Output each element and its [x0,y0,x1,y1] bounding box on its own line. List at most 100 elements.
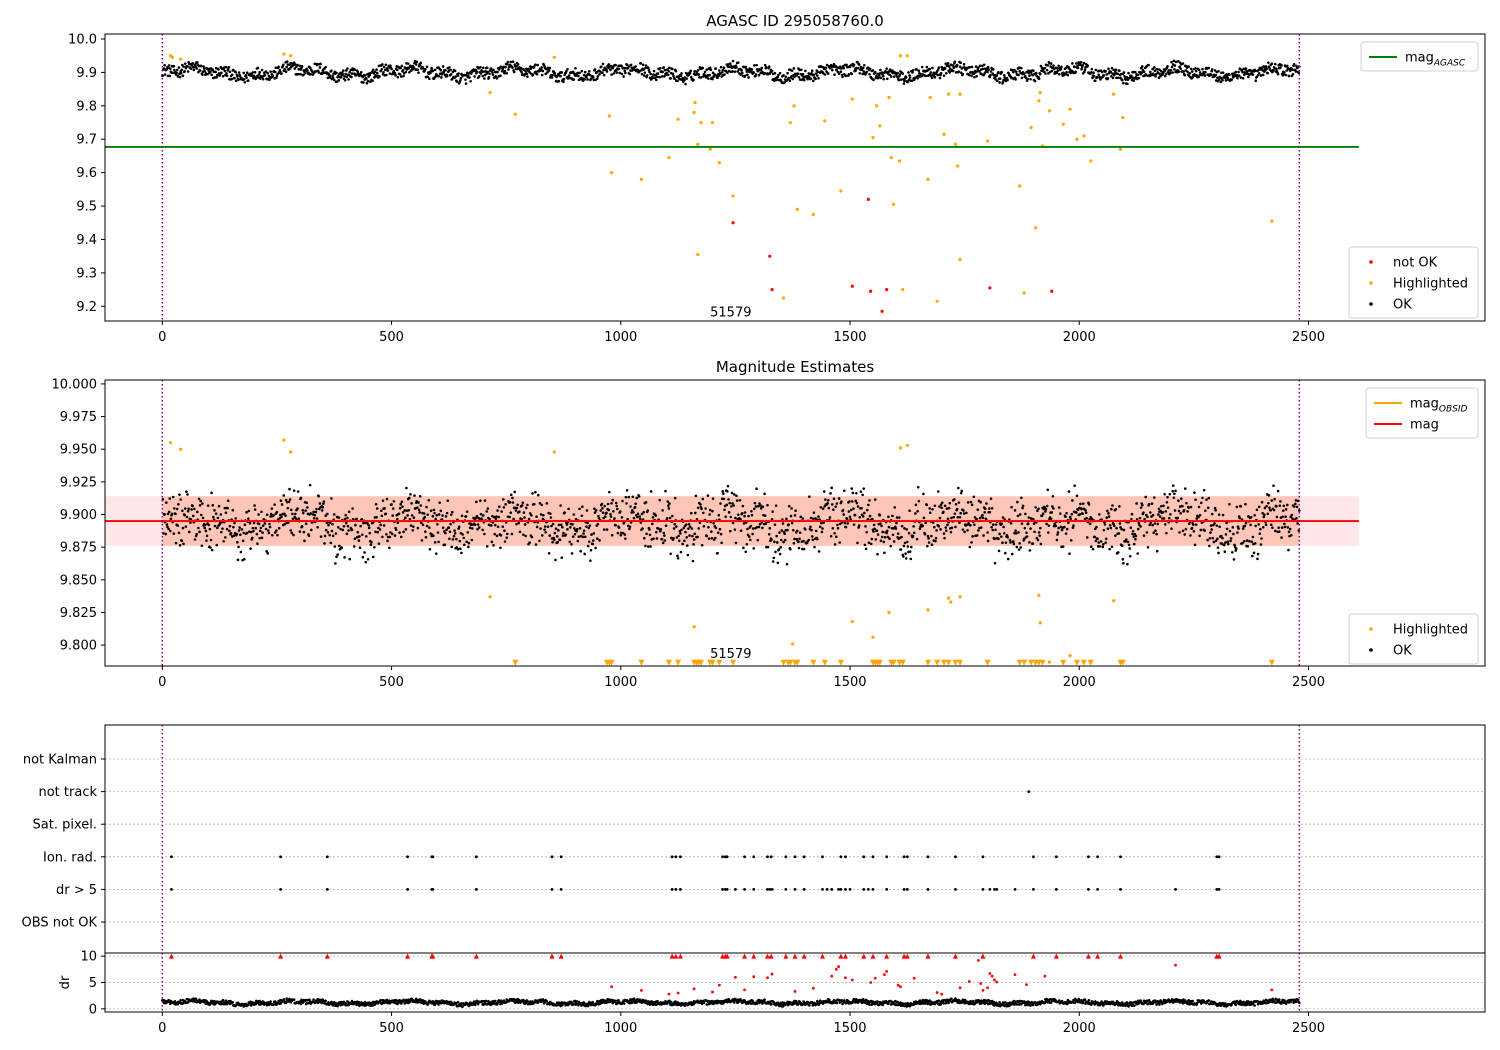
ok-point [169,517,173,521]
ok-point [1094,539,1098,543]
ok-point [692,78,695,82]
ok-point [1079,502,1082,506]
ok-point [1197,75,1200,79]
ok-point [816,537,819,541]
ok-point [807,538,811,542]
ok-point [323,534,327,538]
ok-point [641,63,645,67]
ok-point [911,71,914,74]
ok-point [587,540,591,543]
ok-point [667,504,670,507]
ok-point [293,63,297,66]
ok-point [276,533,279,537]
ok-point [661,509,664,512]
ok-point [315,517,319,520]
highlighted-point [795,207,799,212]
ok-point [599,509,603,512]
ok-point [696,506,700,510]
ok-point [240,528,244,531]
ok-point [493,999,497,1003]
ok-point [516,503,519,507]
ok-point [299,496,303,500]
ok-point [425,505,428,509]
ok-point [316,525,319,529]
ok-point [253,504,256,507]
ok-point [483,73,487,77]
ok-point [210,73,213,77]
ok-point [735,494,738,498]
ok-point [486,70,490,74]
ok-point [1166,495,1169,499]
ok-point [483,77,486,80]
ok-point [809,77,813,81]
ok-point [1298,509,1301,512]
ok-point [787,76,790,80]
ok-point [351,507,354,510]
ok-point [184,525,188,528]
flag-point [721,888,724,891]
ok-point [863,543,867,547]
ok-point [983,72,986,75]
ok-point [530,535,534,539]
ok-point [260,68,264,72]
ok-point [419,61,423,65]
ok-point [543,525,547,528]
ok-point [1069,517,1072,521]
ok-point [747,535,751,538]
ok-point [783,538,787,542]
ok-point [1150,502,1154,506]
ok-point [254,526,258,530]
ok-point [344,72,347,76]
ok-point [275,529,278,532]
highlighted-point [953,142,958,146]
ok-point [592,532,596,535]
ok-point [620,72,624,76]
flag-point [1096,888,1099,891]
ok-point [1285,64,1289,68]
ok-point [627,495,631,499]
ok-point [1028,541,1031,544]
ok-point [1044,510,1047,513]
ok-point [813,545,816,549]
ok-point [574,517,578,521]
ok-point [948,501,952,505]
ok-point [1012,540,1015,543]
ok-point [377,542,381,545]
ok-point [782,540,785,544]
ok-point [1256,557,1259,561]
highlighted-point [1068,107,1072,111]
ok-point [197,497,201,501]
flag-point [862,888,866,891]
ok-point [957,70,961,73]
ok-point [613,517,616,520]
ok-point [242,557,246,561]
highlighted-point [170,55,174,59]
ok-point [503,71,506,75]
ok-point [723,508,726,512]
flag-point [825,888,829,891]
ok-point [481,528,484,532]
ok-point [525,72,529,76]
offscale-marker [941,659,948,666]
ok-point [767,532,771,536]
ok-point [583,78,586,81]
ok-points [161,59,1301,86]
ok-point [186,493,189,496]
ok-point [671,67,674,71]
ok-point [594,546,597,550]
ok-point [308,66,312,70]
ok-point [826,501,829,505]
ok-point [910,79,914,83]
ok-point [1237,70,1240,74]
ok-point [317,494,321,498]
ok-point [1027,516,1031,519]
ok-point [820,521,823,525]
ok-point [773,523,777,526]
ok-point [442,71,445,74]
ok-point [1266,71,1270,75]
ok-point [660,537,664,541]
ok-point [1102,528,1106,532]
ok-point [1191,523,1195,526]
ok-point [1162,517,1166,520]
ok-point [409,524,413,527]
